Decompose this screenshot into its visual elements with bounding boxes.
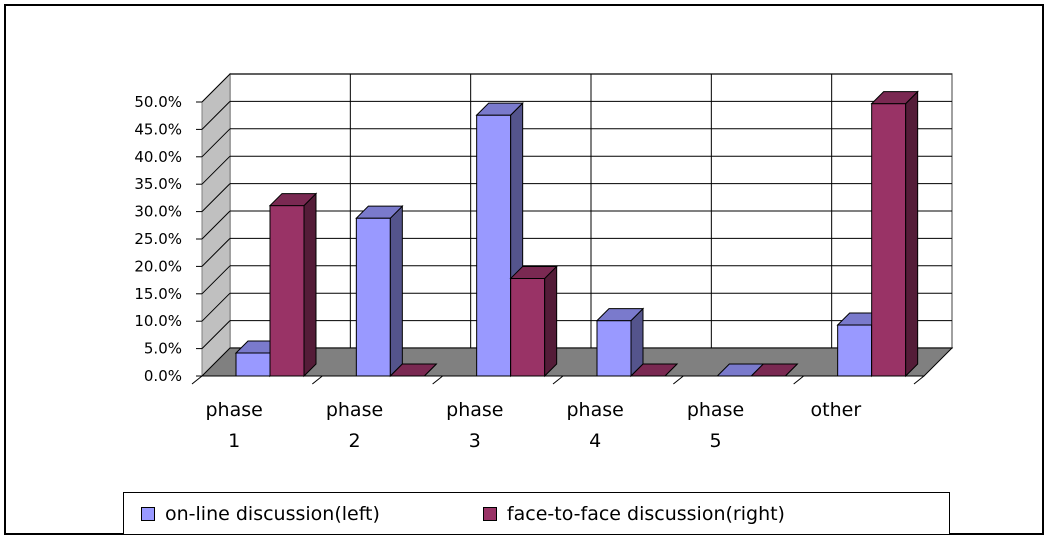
legend-item-face-to-face: face-to-face discussion(right): [482, 502, 785, 525]
gridline-side: [201, 73, 231, 103]
legend-label-online: on-line discussion(left): [165, 502, 380, 525]
chart-plot: 0.0% 5.0% 10.0% 15.0% 20.0% 25.0% 30.0% 35.0% 40…: [134, 72, 954, 452]
gridline-side: [201, 238, 231, 267]
gridline-side: [201, 128, 231, 158]
x-category-label: phase: [326, 399, 383, 421]
bar-top: [355, 205, 404, 219]
bar-top: [870, 91, 919, 105]
bar-top: [268, 193, 318, 207]
x-category-label: phase: [566, 399, 623, 421]
bar-face-to-face: [510, 277, 546, 377]
x-category-label: 5: [709, 430, 721, 452]
bar-top: [475, 102, 524, 116]
y-tick-label: 15.0%: [134, 285, 182, 303]
bar-side: [389, 204, 403, 378]
bar-top: [389, 363, 438, 377]
y-tick-label: 50.0%: [134, 93, 182, 111]
bar-side: [303, 192, 317, 378]
x-tick-mark: [552, 375, 564, 385]
legend-label-face-to-face: face-to-face discussion(right): [506, 502, 785, 525]
gridline-side: [201, 292, 231, 322]
bar-top: [595, 308, 645, 322]
bar-online: [355, 217, 391, 377]
y-tick-label: 10.0%: [134, 312, 182, 330]
x-tick-mark: [432, 375, 443, 385]
bar-online: [596, 320, 632, 377]
x-tick-mark: [793, 375, 804, 385]
y-tick-label: 40.0%: [134, 148, 182, 166]
legend: on-line discussion(left) face-to-face di…: [123, 492, 950, 535]
y-tick-label: 20.0%: [134, 257, 182, 275]
x-category-label: other: [811, 399, 862, 421]
x-category-label: phase: [446, 399, 503, 421]
bar-side: [544, 265, 558, 378]
gridline-side: [201, 101, 231, 130]
bar-top: [629, 363, 679, 377]
bar-online: [837, 324, 873, 377]
x-tick-mark: [913, 375, 925, 385]
legend-item-online: on-line discussion(left): [141, 503, 380, 525]
y-tick-label: 25.0%: [134, 230, 182, 248]
x-category-label: 2: [348, 430, 360, 452]
x-category-label: phase: [687, 399, 744, 421]
chart-frame: 0.0% 5.0% 10.0% 15.0% 20.0% 25.0% 30.0% 35.0% 40…: [4, 4, 1044, 535]
gridline-side: [201, 155, 231, 185]
bar-top: [750, 363, 799, 377]
x-category-label: 3: [469, 430, 481, 452]
bar-online: [235, 352, 271, 377]
gridline-side: [201, 320, 231, 349]
x-tick-mark: [673, 375, 684, 385]
bar-online: [476, 114, 512, 377]
legend-swatch-face-to-face: [482, 506, 497, 521]
x-category-label: 4: [589, 430, 601, 452]
x-tick-mark: [312, 375, 323, 385]
x-tick-mark: [191, 375, 203, 385]
y-tick-label: 30.0%: [134, 203, 182, 221]
bar-top: [509, 265, 558, 279]
gridline-side: [201, 265, 231, 295]
x-category-label: 1: [228, 430, 240, 452]
x-category-label: phase: [205, 399, 262, 421]
gridline-side: [201, 210, 231, 240]
y-tick-label: 0.0%: [144, 367, 182, 385]
y-tick-label: 35.0%: [134, 175, 182, 193]
bar-face-to-face: [269, 205, 305, 377]
bar-face-to-face: [871, 103, 907, 377]
y-tick-label: 45.0%: [134, 120, 182, 138]
y-tick-label: 5.0%: [144, 340, 182, 358]
legend-swatch-online: [141, 506, 155, 521]
gridline-side: [201, 183, 231, 212]
bar-side: [905, 90, 919, 378]
